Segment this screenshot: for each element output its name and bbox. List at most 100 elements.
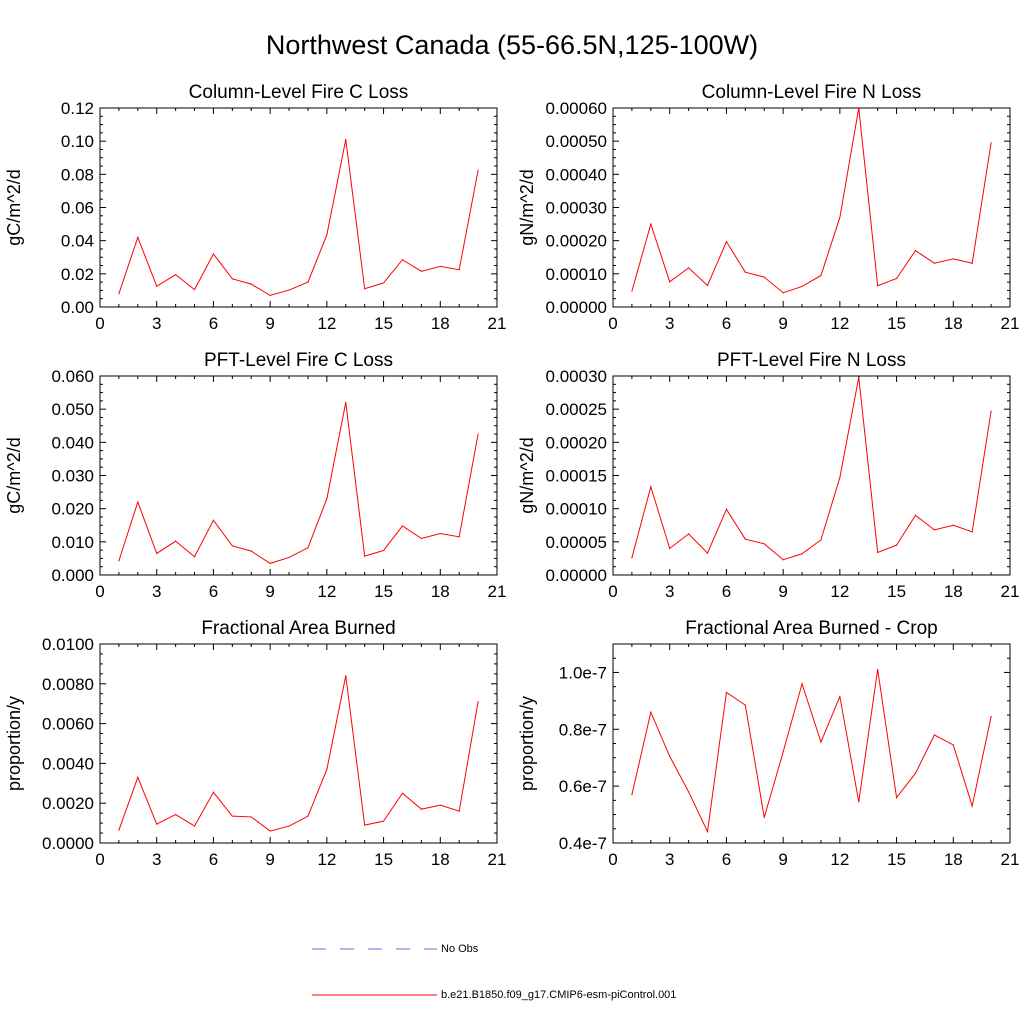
- data-point: [345, 675, 347, 677]
- legend-lines: [312, 948, 437, 996]
- y-tick-label: 0.00060: [546, 99, 607, 118]
- data-point: [744, 704, 746, 706]
- x-tick-label: 15: [374, 314, 393, 333]
- y-tick-label: 0.00010: [546, 265, 607, 284]
- data-point: [990, 715, 992, 718]
- data-point: [401, 259, 404, 261]
- x-tick-label: 6: [722, 582, 731, 601]
- data-point: [801, 285, 803, 288]
- data-point: [326, 498, 328, 500]
- x-tick-label: 0: [608, 850, 617, 869]
- data-point: [971, 531, 973, 533]
- x-tick-label: 3: [152, 850, 161, 869]
- x-tick-label: 18: [944, 314, 963, 333]
- panel-title: Column-Level Fire C Loss: [189, 82, 409, 103]
- data-point: [763, 816, 765, 819]
- x-tick-label: 12: [830, 850, 849, 869]
- data-point: [193, 556, 196, 558]
- x-tick-label: 3: [152, 582, 161, 601]
- data-point: [990, 142, 992, 144]
- data-point: [877, 285, 879, 287]
- y-tick-label: 0.0040: [42, 754, 94, 773]
- y-axis-label: gC/m^2/d: [4, 169, 24, 245]
- y-tick-label: 0.00030: [546, 367, 607, 386]
- y-tick-label: 0.00005: [546, 533, 607, 552]
- y-tick-label: 0.4e-7: [559, 834, 607, 853]
- data-point: [269, 830, 271, 832]
- x-tick-label: 18: [431, 850, 450, 869]
- data-point: [801, 683, 803, 685]
- data-point: [212, 791, 215, 793]
- data-point: [212, 519, 215, 521]
- data-point: [250, 550, 252, 552]
- y-tick-label: 0.010: [51, 533, 94, 552]
- data-point: [650, 223, 652, 225]
- data-point: [782, 751, 784, 753]
- x-tick-label: 15: [887, 850, 906, 869]
- data-point: [688, 533, 690, 535]
- data-point: [156, 823, 158, 825]
- data-point: [477, 701, 479, 703]
- x-tick-label: 15: [887, 314, 906, 333]
- data-point: [933, 262, 935, 264]
- y-tick-label: 0.00040: [546, 165, 607, 184]
- x-tick-label: 6: [722, 850, 731, 869]
- x-tick-label: 9: [778, 314, 787, 333]
- x-tick-label: 21: [488, 582, 507, 601]
- x-tick-label: 0: [95, 582, 104, 601]
- x-tick-label: 6: [209, 314, 218, 333]
- x-tick-label: 12: [830, 582, 849, 601]
- y-axis-label: proportion/y: [4, 696, 24, 791]
- x-tick-label: 18: [944, 582, 963, 601]
- data-point: [420, 537, 422, 540]
- data-point: [725, 508, 728, 510]
- data-point: [193, 825, 196, 827]
- plot-frame: [612, 375, 1011, 576]
- data-point: [650, 486, 652, 488]
- data-point: [933, 734, 935, 736]
- data-point: [858, 107, 860, 109]
- data-point: [895, 277, 898, 280]
- x-tick-label: 9: [265, 582, 274, 601]
- y-tick-label: 0.00020: [546, 433, 607, 452]
- data-point: [156, 552, 158, 555]
- x-tick-label: 21: [488, 314, 507, 333]
- data-point: [820, 741, 822, 743]
- data-point: [458, 536, 460, 538]
- series-line: [631, 107, 992, 294]
- y-tick-label: 0.050: [51, 400, 94, 419]
- data-point: [175, 274, 177, 276]
- x-tick-label: 9: [778, 582, 787, 601]
- data-point: [345, 138, 347, 141]
- y-tick-label: 0.10: [61, 132, 94, 151]
- chart-panel-6: 0 3 6 9 12 15 18 21 0.4e-7 0.6e-7 0.8e-7 1.0e-7 Frac…: [517, 618, 1019, 869]
- data-point: [175, 540, 177, 542]
- y-tick-label: 0.06: [61, 199, 94, 218]
- data-point: [307, 547, 309, 549]
- data-point: [669, 281, 671, 283]
- chart-panel-4: 0 3 6 9 12 15 18 21 0.00000 0.00005 0.00010 0.00015…: [517, 350, 1019, 601]
- x-tick-label: 21: [488, 850, 507, 869]
- y-tick-label: 0.060: [51, 367, 94, 386]
- y-tick-label: 0.8e-7: [559, 720, 607, 739]
- y-tick-label: 0.00: [61, 298, 94, 317]
- x-tick-label: 6: [209, 582, 218, 601]
- data-point: [782, 559, 784, 561]
- x-tick-label: 0: [95, 314, 104, 333]
- data-point: [231, 278, 233, 280]
- data-point: [382, 282, 385, 284]
- y-tick-label: 0.00030: [546, 199, 607, 218]
- y-tick-label: 0.6e-7: [559, 777, 607, 796]
- data-point: [877, 551, 879, 554]
- data-point: [420, 808, 422, 810]
- y-tick-label: 0.00015: [546, 467, 607, 486]
- x-tick-label: 3: [665, 850, 674, 869]
- data-point: [763, 543, 765, 545]
- data-point: [706, 284, 709, 287]
- x-tick-label: 21: [1001, 850, 1020, 869]
- data-point: [763, 276, 765, 278]
- chart-panel-5: 0 3 6 9 12 15 18 21 0.0000 0.0020 0.0040 0.0060 0.00…: [4, 618, 506, 869]
- data-point: [288, 825, 290, 827]
- data-point: [725, 691, 728, 693]
